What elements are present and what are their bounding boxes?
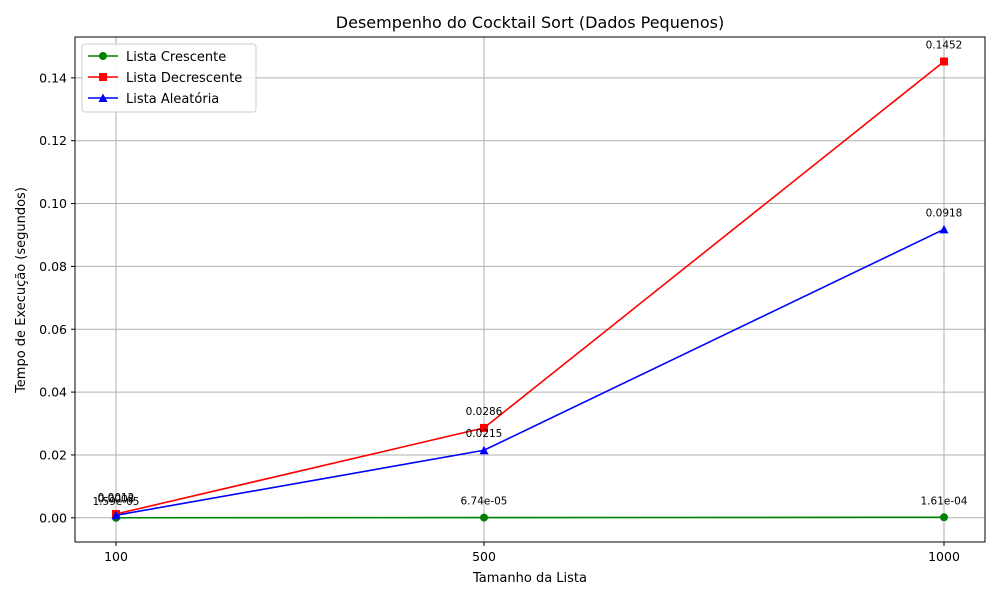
data-label: 0.0215 (466, 428, 503, 440)
data-label: 0.0918 (926, 207, 963, 219)
legend-marker-crescente (99, 52, 107, 60)
y-tick-label: 0.12 (39, 133, 67, 148)
legend: Lista Crescente Lista Decrescente Lista … (82, 44, 256, 112)
y-axis-label: Tempo de Execução (segundos) (14, 187, 29, 394)
x-tick-label: 1000 (928, 549, 960, 564)
chart-title: Desempenho do Cocktail Sort (Dados Peque… (336, 13, 724, 32)
data-point (940, 513, 948, 521)
y-tick-label: 0.00 (39, 510, 67, 525)
y-tick-label: 0.04 (39, 385, 67, 400)
x-tick-label: 100 (104, 549, 128, 564)
legend-label-aleatoria: Lista Aleatória (126, 92, 219, 107)
legend-label-decrescente: Lista Decrescente (126, 71, 242, 86)
y-tick-label: 0.02 (39, 447, 67, 462)
data-point (480, 514, 488, 522)
data-label: 6.74e-05 (461, 496, 508, 508)
x-axis-label: Tamanho da Lista (472, 571, 587, 586)
data-label: 0.0286 (466, 406, 503, 418)
data-label: 1.61e-04 (921, 495, 968, 507)
data-point (940, 58, 948, 66)
legend-label-crescente: Lista Crescente (126, 50, 226, 65)
y-tick-label: 0.10 (39, 196, 67, 211)
data-label: 0.0008 (98, 493, 135, 505)
y-tick-label: 0.08 (39, 259, 67, 274)
y-tick-label: 0.14 (39, 70, 67, 85)
legend-marker-decrescente (99, 73, 107, 81)
x-tick-label: 500 (472, 549, 496, 564)
data-label: 0.1452 (926, 40, 963, 52)
y-tick-label: 0.06 (39, 322, 67, 337)
